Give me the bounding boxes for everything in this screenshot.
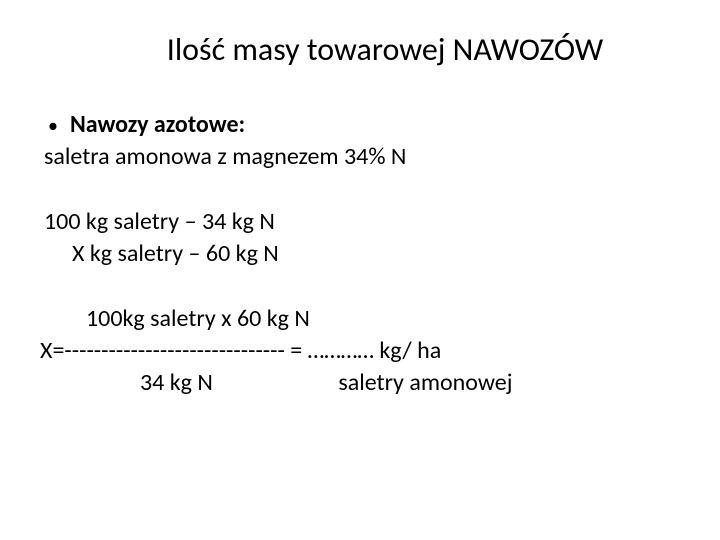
text-line-3: X kg saletry – 60 kg N [72, 238, 690, 270]
slide-title: Ilość masy towarowej NAWOZÓW [80, 30, 690, 69]
slide-content: • Nawozy azotowe: saletra amonowa z magn… [40, 109, 690, 400]
bullet-marker: • [48, 113, 58, 140]
bullet-item: • Nawozy azotowe: [40, 109, 690, 141]
text-line-1: saletra amonowa z magnezem 34% N [44, 141, 690, 173]
text-line-2: 100 kg saletry – 34 kg N [44, 206, 690, 238]
line6-right: saletry amonowej [338, 367, 512, 399]
text-line-5: X=------------------------------ = ………… … [40, 335, 690, 367]
line6-left: 34 kg N [140, 367, 213, 399]
text-line-6: 34 kg N saletry amonowej [40, 367, 690, 399]
bullet-heading: Nawozy azotowe: [70, 109, 245, 141]
text-line-4: 100kg saletry x 60 kg N [86, 303, 690, 335]
